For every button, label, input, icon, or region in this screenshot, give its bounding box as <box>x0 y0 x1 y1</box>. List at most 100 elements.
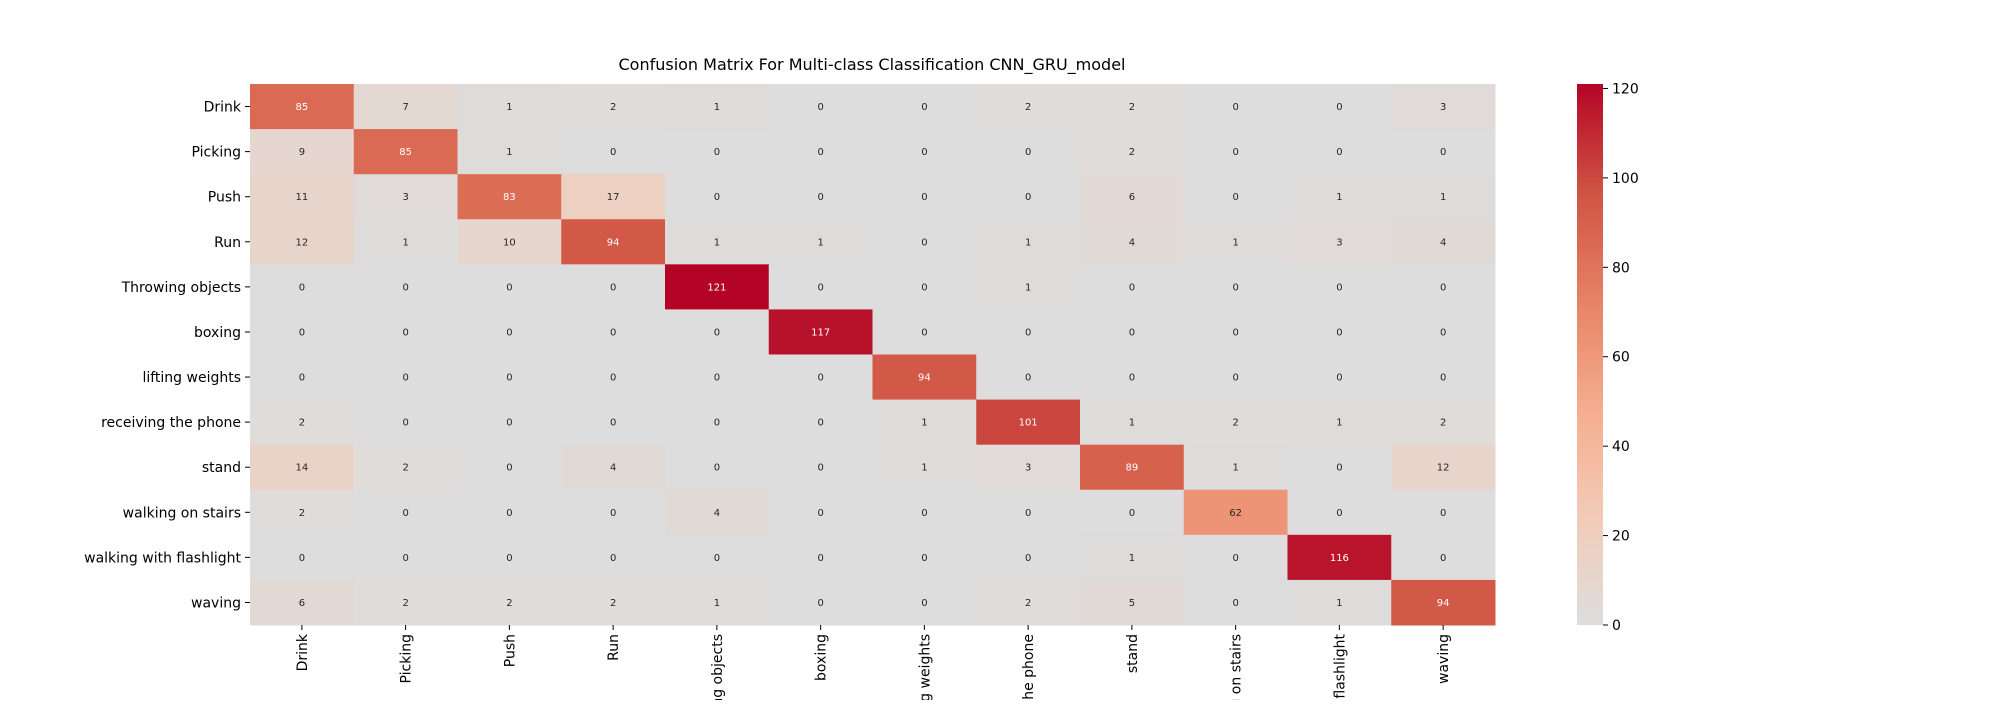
heatmap-cell <box>1287 534 1392 581</box>
heatmap-cell <box>457 354 562 401</box>
heatmap-cell <box>561 444 666 491</box>
heatmap-cell <box>665 579 770 626</box>
cell-value-label: 1 <box>1336 192 1342 203</box>
heatmap-cell <box>872 219 977 265</box>
heatmap-cell <box>1080 399 1185 446</box>
heatmap-cell <box>1080 444 1185 491</box>
heatmap-cell <box>1080 309 1185 355</box>
cell-value-label: 0 <box>402 373 408 384</box>
heatmap-cell <box>353 354 458 401</box>
heatmap-cell <box>1183 219 1288 265</box>
cell-value-label: 0 <box>1336 373 1342 384</box>
cell-value-label: 0 <box>1025 192 1031 203</box>
heatmap-cell <box>665 444 770 491</box>
cell-value-label: 85 <box>399 147 412 158</box>
cell-value-label: 12 <box>1437 463 1450 474</box>
heatmap-cell <box>1183 399 1288 446</box>
cell-value-label: 0 <box>1440 508 1446 519</box>
cell-value-label: 3 <box>402 192 408 203</box>
cell-value-label: 4 <box>714 508 720 519</box>
cell-value-label: 0 <box>1025 327 1031 338</box>
heatmap-cell <box>768 309 873 355</box>
heatmap-cell <box>353 219 458 265</box>
cell-value-label: 0 <box>714 327 720 338</box>
colorbar: 0 20 40 60 80 100 120 <box>1577 81 1639 634</box>
cell-value-label: 0 <box>817 553 823 564</box>
cell-value-label: 94 <box>1437 598 1450 609</box>
cell-value-label: 1 <box>921 463 927 474</box>
cell-value-label: 1 <box>1129 418 1135 429</box>
cell-value-label: 1 <box>714 237 720 248</box>
heatmap-cell <box>561 84 666 130</box>
heatmap-cell <box>665 129 770 175</box>
heatmap-cell <box>457 129 562 175</box>
heatmap-cell <box>872 444 977 491</box>
cell-value-label: 6 <box>1129 192 1135 203</box>
heatmap-cell <box>250 129 355 175</box>
heatmap-cell <box>561 219 666 265</box>
cell-value-label: 3 <box>1336 237 1342 248</box>
heatmap-cell <box>768 579 873 626</box>
cell-value-label: 2 <box>1440 418 1446 429</box>
cell-value-label: 0 <box>921 598 927 609</box>
heatmap-cell <box>768 444 873 491</box>
colorbar-tick-label: 80 <box>1612 260 1630 276</box>
cell-value-label: 0 <box>1336 102 1342 113</box>
heatmap-cell <box>872 129 977 175</box>
heatmap-cell <box>872 489 977 536</box>
cell-value-label: 4 <box>610 463 616 474</box>
column-labels: Drink Picking Push Run ng objects boxing g wei… <box>295 625 1452 704</box>
column-label: ng objects <box>710 634 726 700</box>
heatmap-cell <box>1287 399 1392 446</box>
cell-value-label: 0 <box>1129 508 1135 519</box>
cell-value-label: 0 <box>1440 147 1446 158</box>
heatmap-cell <box>1391 84 1496 130</box>
heatmap-cell <box>976 489 1081 536</box>
cell-value-label: 0 <box>1129 373 1135 384</box>
heatmap-cell <box>1183 489 1288 536</box>
heatmap-cell <box>250 534 355 581</box>
heatmap-cell <box>1287 129 1392 175</box>
cell-value-label: 0 <box>1440 327 1446 338</box>
colorbar-tick-label: 20 <box>1612 529 1630 545</box>
cell-value-label: 14 <box>296 463 309 474</box>
heatmap-cell <box>768 354 873 401</box>
cell-value-label: 0 <box>817 418 823 429</box>
heatmap-cell <box>1183 534 1288 581</box>
heatmap-cell <box>665 174 770 220</box>
cell-value-label: 11 <box>296 192 309 203</box>
cell-value-label: 0 <box>402 282 408 293</box>
heatmap-cell <box>872 309 977 355</box>
cell-value-label: 1 <box>1336 598 1342 609</box>
heatmap-cell <box>250 219 355 265</box>
cell-value-label: 0 <box>714 463 720 474</box>
heatmap-cell <box>976 399 1081 446</box>
heatmap-cell <box>872 399 977 446</box>
heatmap-cell <box>457 399 562 446</box>
heatmap-cell <box>250 444 355 491</box>
heatmap-cell <box>1287 444 1392 491</box>
heatmap-cell <box>976 309 1081 355</box>
cell-value-label: 101 <box>1019 418 1038 429</box>
cell-value-label: 0 <box>1336 463 1342 474</box>
chart-title: Confusion Matrix For Multi-class Classif… <box>618 55 1125 75</box>
cell-value-label: 0 <box>402 553 408 564</box>
heatmap-cell <box>976 129 1081 175</box>
heatmap-cell <box>1391 219 1496 265</box>
heatmap-cell <box>665 264 770 310</box>
colorbar-tick-label: 0 <box>1612 618 1621 634</box>
heatmap-cell <box>768 129 873 175</box>
cell-value-label: 0 <box>714 418 720 429</box>
cell-value-label: 0 <box>506 553 512 564</box>
cell-value-label: 0 <box>506 327 512 338</box>
column-label: waving <box>1436 634 1452 684</box>
heatmap-cell <box>1183 264 1288 310</box>
heatmap-cell <box>1080 489 1185 536</box>
cell-value-label: 0 <box>1336 147 1342 158</box>
cell-value-label: 0 <box>1232 373 1238 384</box>
cell-value-label: 2 <box>1129 147 1135 158</box>
heatmap-cell <box>1080 579 1185 626</box>
column-label: flashlight <box>1332 633 1348 698</box>
heatmap-cell <box>353 174 458 220</box>
